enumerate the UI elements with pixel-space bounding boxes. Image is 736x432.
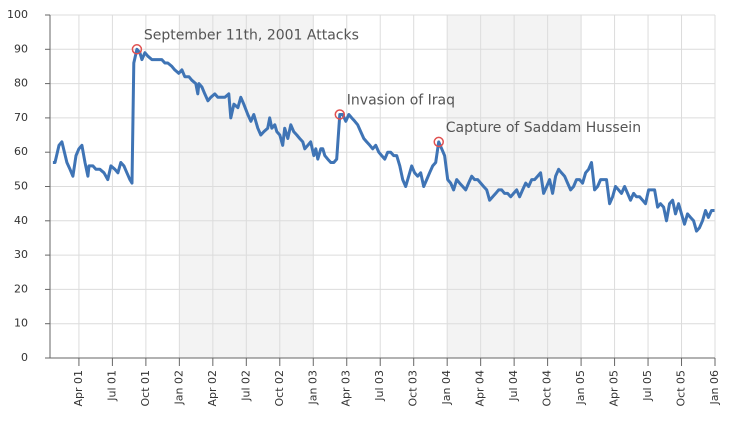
y-tick-label: 30 [14,248,28,261]
annotation-text: Invasion of Iraq [347,92,455,108]
x-tick-label: Jul 04 [507,370,520,402]
annotation-marker [131,44,143,55]
y-tick-label: 20 [14,282,28,295]
y-tick-label: 70 [14,111,28,124]
x-tick-label: Apr 01 [72,370,85,407]
x-tick-label: Jul 01 [105,370,118,402]
y-tick-label: 80 [14,77,28,90]
x-tick-label: Oct 03 [407,370,420,407]
x-tick-label: Jul 05 [641,370,654,402]
annotation-text: September 11th, 2001 Attacks [144,27,359,43]
y-tick-label: 60 [14,145,28,158]
y-tick-label: 10 [14,317,28,330]
y-tick-label: 50 [14,180,28,193]
y-tick-label: 40 [14,214,28,227]
x-tick-label: Oct 01 [139,370,152,407]
x-tick-label: Jan 06 [708,370,721,405]
x-tick-label: Jan 03 [306,370,319,405]
annotation-text: Capture of Saddam Hussein [446,120,641,136]
annotation-marker [334,109,346,120]
x-tick-label: Apr 03 [340,370,353,407]
y-tick-label: 0 [21,351,28,364]
x-tick-label: Jul 03 [373,370,386,402]
x-tick-label: Apr 02 [206,370,219,407]
x-tick-label: Jan 04 [440,370,453,405]
x-tick-label: Jul 02 [239,370,252,402]
x-tick-label: Apr 05 [608,370,621,407]
y-tick-label: 100 [7,8,28,21]
x-tick-label: Apr 04 [474,370,487,407]
x-tick-label: Oct 04 [541,370,554,407]
x-tick-label: Oct 05 [675,370,688,407]
data-line [52,47,715,233]
y-tick-label: 90 [14,42,28,55]
x-tick-label: Jan 05 [574,370,587,405]
annotation-marker [433,136,444,148]
x-tick-label: Oct 02 [273,370,286,407]
x-tick-label: Jan 02 [172,370,185,405]
